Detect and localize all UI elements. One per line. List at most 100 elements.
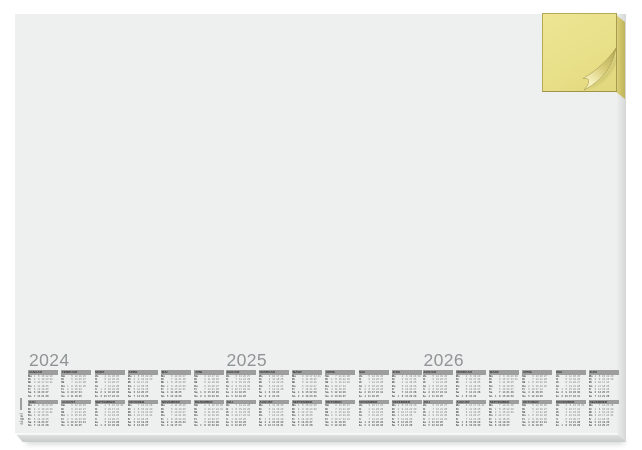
day-number: 24 — [440, 417, 444, 421]
weekday-row: Di 2 9 16 23 30 — [392, 408, 422, 411]
weekday-row: Do 2 9 16 23 30 — [423, 414, 453, 417]
weekday-label: Do — [358, 414, 363, 418]
day-number: 8 — [368, 384, 371, 388]
day-number: 23 — [145, 377, 149, 381]
weekday-label: Fr — [292, 387, 295, 391]
day-number — [219, 395, 223, 398]
day-number: 25 — [577, 374, 581, 378]
day-number: 14 — [371, 417, 375, 421]
day-number: 5 — [171, 407, 173, 411]
weekday-row: Mo 3 10 17 24 31 — [456, 404, 486, 407]
weekday-label: Mi — [292, 381, 295, 385]
day-number: 16 — [174, 384, 178, 388]
day-number: 6 — [71, 377, 73, 381]
weekday-label: Mo — [161, 374, 165, 378]
weekday-row: Sa 4 11 18 25 — [226, 391, 256, 394]
weekday-label: Do — [127, 384, 132, 388]
day-number: 7 — [565, 420, 568, 424]
day-number: 3 — [133, 414, 136, 418]
day-number: 14 — [535, 410, 539, 414]
day-number: 10 — [37, 381, 41, 385]
months-grid: JANUAR Mo 6 13 20 27 Di 7 14 21 28 Mi 1 8 15 22 29 Do 2 9 16… — [225, 370, 423, 428]
weekday-row: Mo 6 13 20 27 — [423, 404, 453, 407]
weekday-row: Di 1 8 15 22 29 — [226, 408, 256, 411]
weekday-label: Do — [455, 384, 460, 388]
weekday-label: Di — [28, 377, 31, 381]
day-number: 19 — [305, 417, 309, 421]
day-number: 28 — [247, 404, 251, 408]
day-number: 12 — [305, 381, 309, 385]
day-number: 28 — [182, 414, 186, 418]
weekday-label: Mo — [28, 374, 32, 378]
weekday-label: Fr — [258, 417, 262, 421]
weekday-label: Di — [61, 377, 64, 381]
day-number: 20 — [602, 391, 606, 395]
day-number: 16 — [41, 407, 45, 411]
day-number: 25 — [78, 424, 82, 428]
day-number: 5 — [331, 424, 333, 428]
day-number: 27 — [82, 407, 86, 411]
day-number: 27 — [346, 404, 350, 408]
weekday-row: Mo 2 9 16 23 30 — [556, 404, 586, 407]
day-number: 24 — [573, 394, 577, 398]
day-number: 21 — [473, 391, 477, 395]
day-number: 4 — [204, 410, 206, 414]
weekday-row: Do 3 10 17 24 — [489, 414, 519, 417]
day-number: 7 — [532, 377, 534, 381]
day-number: 22 — [573, 424, 577, 428]
weekday-label: Mi — [28, 410, 31, 414]
day-number: 13 — [137, 424, 141, 428]
weekday-label: Mo — [127, 404, 132, 408]
day-number: 8 — [38, 404, 40, 408]
day-number: 25 — [309, 414, 313, 418]
day-number: 9 — [565, 391, 568, 395]
weekday-label: So — [325, 394, 329, 398]
weekday-row: Mi 6 13 20 27 — [259, 411, 289, 414]
weekday-label: Do — [94, 414, 99, 418]
weekday-row: Di 4 11 18 25 — [359, 408, 389, 411]
day-number: 25 — [280, 404, 284, 408]
day-number: 4 — [33, 384, 36, 388]
day-number: 26 — [82, 374, 86, 378]
weekday-row: Mi 7 14 21 28 — [522, 411, 552, 414]
month-name-label: MAI — [555, 370, 586, 375]
day-number: 12 — [598, 420, 602, 424]
weekday-label: Di — [358, 377, 362, 381]
day-number: 23 — [243, 410, 247, 414]
day-number: 1 — [166, 417, 169, 421]
day-number: 19 — [440, 374, 444, 378]
day-number: 13 — [502, 387, 506, 391]
day-number: 2 — [428, 387, 430, 391]
day-number: 15 — [502, 394, 506, 398]
weekday-label: Mo — [588, 404, 593, 408]
day-number: 1 — [100, 387, 102, 391]
day-number: 8 — [532, 414, 534, 418]
day-number: 19 — [112, 377, 116, 381]
day-number — [514, 424, 518, 427]
day-number: 7 — [33, 424, 36, 428]
weekday-label: Sa — [588, 391, 593, 395]
weekday-label: Di — [455, 377, 459, 381]
day-number: 15 — [435, 410, 439, 414]
day-number — [120, 424, 124, 427]
day-number: 26 — [539, 394, 543, 398]
day-number: 16 — [568, 391, 572, 395]
day-number: 19 — [309, 381, 313, 385]
day-number: 7 — [368, 381, 371, 385]
weekday-label: Fr — [28, 387, 31, 391]
weekday-row: Mo 3 10 17 24 31 — [292, 375, 322, 378]
day-number: 6 — [171, 374, 173, 378]
weekday-row: Mo 4 11 18 25 — [95, 375, 125, 378]
day-number: 15 — [207, 424, 211, 428]
day-number: 6 — [565, 381, 568, 385]
weekday-label: Mi — [455, 410, 459, 414]
day-number: 17 — [211, 374, 215, 378]
day-number: 1 — [297, 404, 300, 408]
day-number: 17 — [535, 420, 539, 424]
month-block: MÄRZ Mo 4 11 18 25 Di 5 12 19 26 Mi 6 13 20 27 Do 7 14 21 28… — [94, 370, 125, 398]
day-number: 20 — [376, 414, 380, 418]
day-number: 19 — [376, 410, 380, 414]
month-block: JUNI Mo 2 9 16 23 30 Di 3 10 17 24 Mi 4 11 18 25 Do 5 12 19 2… — [391, 370, 422, 398]
weekday-label: Di — [522, 377, 525, 381]
day-number: 2 — [528, 384, 530, 388]
